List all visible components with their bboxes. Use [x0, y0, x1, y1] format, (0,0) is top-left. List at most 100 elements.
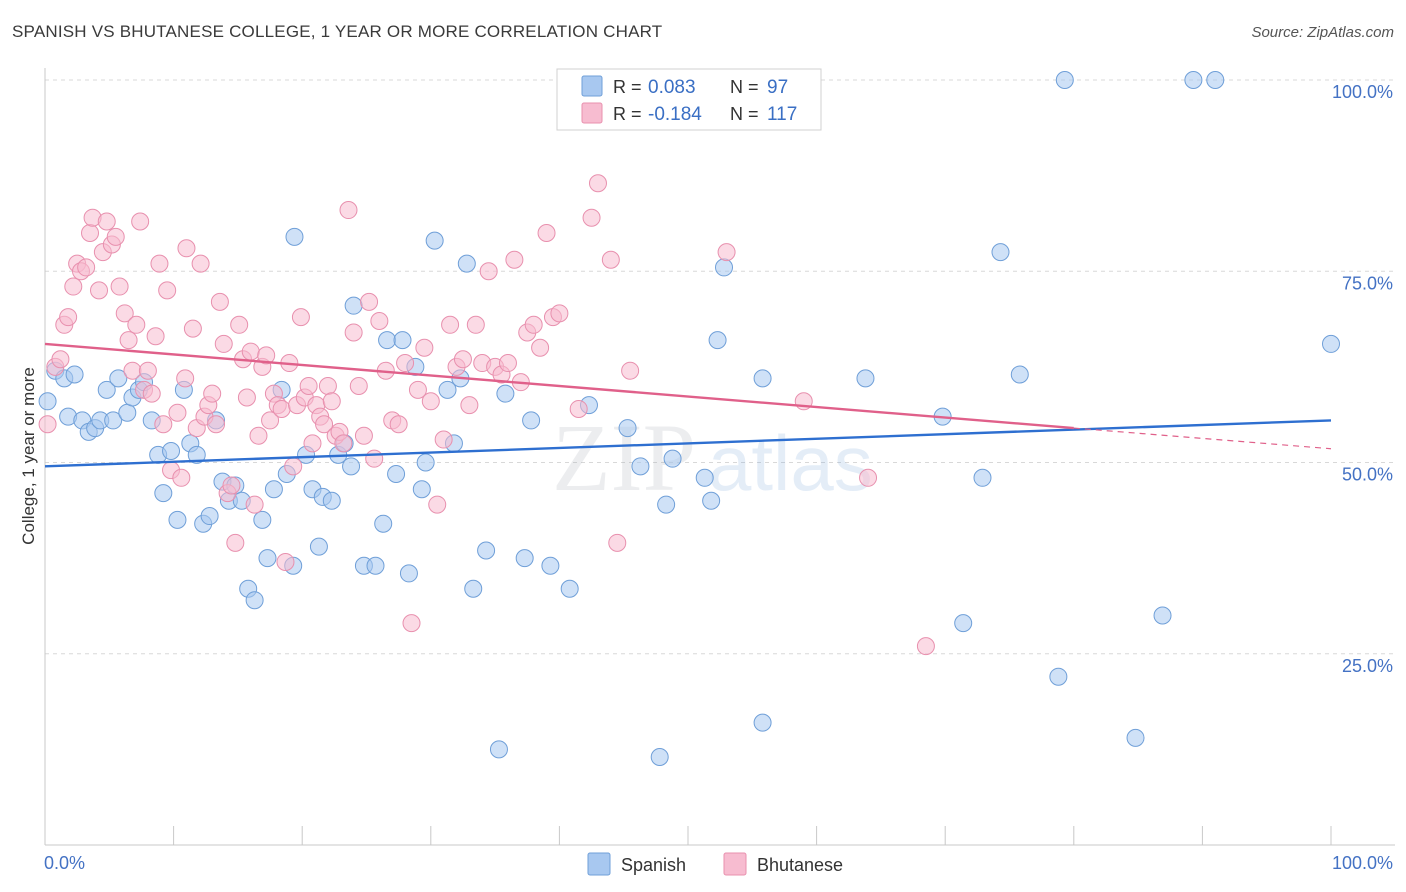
spanish-point: [991, 243, 1010, 262]
spanish-point: [412, 480, 431, 499]
legend-swatch-bhutanese: [581, 102, 603, 124]
bhutanese-point: [154, 415, 173, 434]
spanish-point: [399, 564, 418, 583]
bottom-legend-label-spanish: Spanish: [621, 855, 686, 875]
bhutanese-point: [621, 361, 640, 380]
bhutanese-point: [284, 457, 303, 476]
spanish-point: [378, 331, 397, 350]
bottom-legend-swatch-spanish: [587, 852, 611, 876]
bhutanese-point: [466, 315, 485, 334]
spanish-point: [387, 464, 406, 483]
bhutanese-point: [453, 350, 472, 369]
bhutanese-point: [203, 384, 222, 403]
y-tick-label: 25.0%: [1342, 656, 1393, 676]
bhutanese-point: [138, 361, 157, 380]
spanish-point: [245, 591, 264, 610]
spanish-point: [631, 457, 650, 476]
bhutanese-point: [291, 308, 310, 327]
bhutanese-point: [272, 399, 291, 418]
spanish-point: [973, 468, 992, 487]
y-axis-label: College, 1 year or more: [19, 367, 38, 545]
bhutanese-point: [344, 323, 363, 342]
bhutanese-point: [537, 224, 556, 242]
spanish-point: [65, 365, 84, 384]
spanish-point: [1049, 667, 1068, 686]
axes: [44, 68, 1395, 846]
watermark: ZIP atlas: [552, 404, 873, 511]
bhutanese-point: [479, 262, 498, 281]
spanish-point: [1184, 71, 1203, 89]
legend-n-value: 97: [767, 77, 788, 98]
trend-lines: [44, 342, 1332, 468]
bhutanese-point: [64, 277, 83, 296]
bhutanese-point: [428, 495, 447, 514]
bhutanese-point: [315, 415, 334, 434]
spanish-point: [285, 227, 304, 246]
spanish-point: [322, 491, 341, 510]
bhutanese-point: [396, 354, 415, 373]
spanish-point: [104, 411, 123, 430]
bhutanese-point: [370, 311, 389, 330]
bhutanese-point: [608, 533, 627, 552]
spanish-point: [97, 380, 116, 399]
spanish-point: [464, 579, 483, 598]
bhutanese-point: [158, 281, 177, 300]
bhutanese-point: [365, 449, 384, 468]
bhutanese-point: [241, 342, 260, 361]
spanish-point: [366, 556, 385, 575]
bhutanese-point: [334, 434, 353, 453]
bhutanese-point: [524, 315, 543, 334]
bhutanese-point: [237, 388, 256, 407]
spanish-point: [489, 740, 508, 759]
bhutanese-point: [150, 254, 169, 273]
spanish-point: [496, 384, 515, 403]
spanish-point: [1322, 334, 1340, 353]
spanish-point: [342, 457, 361, 476]
x-tick-label: 0.0%: [44, 853, 85, 873]
bhutanese-point: [146, 327, 165, 346]
bhutanese-point: [222, 476, 241, 495]
bhutanese-point: [441, 315, 460, 334]
legend-n-label: N =: [730, 104, 759, 124]
bhutanese-point: [303, 434, 322, 453]
bhutanese-point: [257, 346, 276, 365]
spanish-point: [657, 495, 676, 514]
bhutanese-point: [183, 319, 202, 338]
bottom-legend-label-bhutanese: Bhutanese: [757, 855, 843, 875]
bhutanese-point: [115, 304, 134, 323]
bhutanese-point: [434, 430, 453, 449]
spanish-point: [708, 331, 727, 350]
bhutanese-point: [859, 468, 878, 487]
spanish-point: [309, 537, 328, 556]
watermark-atlas: atlas: [708, 419, 873, 507]
spanish-point: [1206, 71, 1225, 89]
bhutanese-point: [38, 415, 57, 434]
spanish-point: [515, 549, 534, 568]
bhutanese-point: [276, 552, 295, 571]
bhutanese-point: [176, 369, 195, 388]
bhutanese-point: [550, 304, 569, 323]
source-note: Source: ZipAtlas.com: [1251, 24, 1394, 41]
bhutanese-point: [90, 281, 109, 300]
bhutanese-point: [230, 315, 249, 334]
tick-labels: 25.0% 50.0% 75.0% 100.0% 0.0% 100.0%: [44, 82, 1393, 873]
bhutanese-point: [402, 614, 421, 633]
spanish-point: [1153, 606, 1172, 625]
bhutanese-point: [77, 258, 96, 277]
spanish-point: [264, 480, 283, 499]
bhutanese-point: [299, 377, 318, 395]
spanish-point: [374, 514, 393, 533]
bhutanese-point: [177, 239, 196, 258]
bhutanese-point: [354, 426, 373, 445]
legend-r-value: 0.083: [648, 77, 696, 98]
bottom-legend-swatch-bhutanese: [723, 852, 747, 876]
spanish-point: [753, 369, 772, 388]
data-points: [38, 71, 1340, 767]
spanish-point: [344, 296, 363, 315]
spanish-point: [618, 419, 637, 438]
bhutanese-point: [81, 224, 100, 242]
legend-n-value: 117: [767, 104, 797, 125]
bhutanese-point: [226, 533, 245, 552]
bhutanese-trend-line: [44, 342, 1074, 430]
